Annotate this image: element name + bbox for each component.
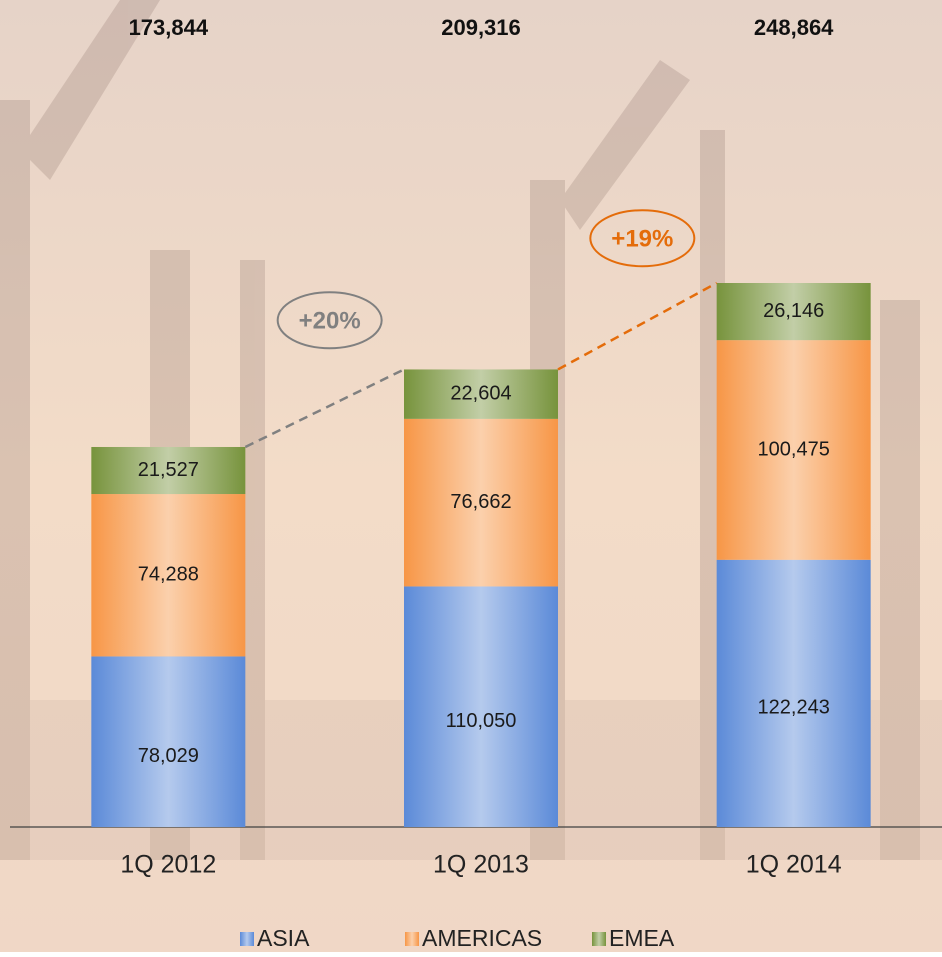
chart: 78,029 74,288 21,527 1Q 2012 173,844 110,050 7… xyxy=(0,0,942,952)
value-label: 76,662 xyxy=(450,491,511,513)
value-label: 122,243 xyxy=(758,697,830,719)
bar-segment xyxy=(91,656,245,827)
annotation: +20% xyxy=(299,308,361,335)
legend-swatch xyxy=(240,932,254,946)
bar-segment xyxy=(404,586,558,827)
legend-label: EMEA xyxy=(609,925,675,951)
value-label: 74,288 xyxy=(138,564,199,586)
legend-label: AMERICAS xyxy=(422,925,542,951)
total-label: 248,864 xyxy=(754,15,834,40)
total-label: 173,844 xyxy=(129,15,209,40)
value-label: 78,029 xyxy=(138,745,199,767)
value-label: 21,527 xyxy=(138,459,199,481)
annotation: +19% xyxy=(611,226,673,253)
value-label: 110,050 xyxy=(446,710,517,732)
x-tick-label: 1Q 2014 xyxy=(746,851,842,879)
bar-segment xyxy=(717,560,871,827)
value-label: 22,604 xyxy=(450,382,511,404)
value-label: 100,475 xyxy=(758,438,830,460)
legend-swatch xyxy=(592,932,606,946)
legend-swatch xyxy=(405,932,419,946)
value-label: 26,146 xyxy=(763,300,824,322)
legend-label: ASIA xyxy=(257,925,310,951)
x-tick-label: 1Q 2013 xyxy=(433,851,529,879)
total-label: 209,316 xyxy=(441,15,521,40)
x-tick-label: 1Q 2012 xyxy=(120,851,216,879)
